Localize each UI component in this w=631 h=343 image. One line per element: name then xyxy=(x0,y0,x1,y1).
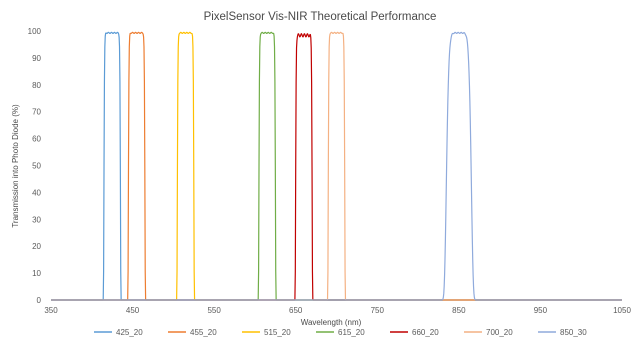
series-line-425_20 xyxy=(50,31,623,301)
legend-label: 700_20 xyxy=(486,328,513,337)
legend: 425_20 455_20 515_20 615_20 660_20 700_20 850_… xyxy=(94,328,587,337)
y-tick-label: 70 xyxy=(32,108,41,117)
y-tick-label: 80 xyxy=(32,81,41,90)
y-axis-label: Transmission into Photo Diode (%) xyxy=(11,104,20,228)
series-line-615_20 xyxy=(50,31,623,301)
x-tick-label: 450 xyxy=(126,306,140,315)
y-tick-label: 20 xyxy=(32,242,41,251)
legend-label: 660_20 xyxy=(412,328,439,337)
series-lines xyxy=(50,31,623,301)
y-tick-label: 30 xyxy=(32,215,41,224)
x-tick-label: 950 xyxy=(534,306,548,315)
x-tick-label: 1050 xyxy=(613,306,631,315)
x-tick-label: 350 xyxy=(44,306,58,315)
x-axis-label: Wavelength (nm) xyxy=(301,318,362,327)
y-tick-label: 40 xyxy=(32,188,41,197)
series-line-515_20 xyxy=(50,31,623,301)
y-axis-ticks: 0 10 20 30 40 50 60 70 80 90 100 xyxy=(28,27,42,305)
y-tick-label: 100 xyxy=(28,27,42,36)
series-line-660_20 xyxy=(50,33,623,301)
series-line-455_20 xyxy=(50,31,623,301)
x-tick-label: 550 xyxy=(207,306,221,315)
y-tick-label: 60 xyxy=(32,135,41,144)
legend-label: 615_20 xyxy=(338,328,365,337)
legend-label: 850_30 xyxy=(560,328,587,337)
legend-label: 455_20 xyxy=(190,328,217,337)
legend-label: 515_20 xyxy=(264,328,291,337)
y-tick-label: 10 xyxy=(32,269,41,278)
legend-label: 425_20 xyxy=(116,328,143,337)
x-tick-label: 650 xyxy=(289,306,303,315)
x-tick-label: 850 xyxy=(452,306,466,315)
series-line-850_30 xyxy=(50,31,623,301)
y-tick-label: 0 xyxy=(37,296,42,305)
y-tick-label: 90 xyxy=(32,54,41,63)
x-tick-label: 750 xyxy=(371,306,385,315)
series-line-700_20 xyxy=(50,31,623,301)
chart-title: PixelSensor Vis-NIR Theoretical Performa… xyxy=(204,11,437,23)
y-tick-label: 50 xyxy=(32,162,41,171)
x-axis-ticks: 350 450 550 650 750 850 950 1050 xyxy=(44,306,631,315)
